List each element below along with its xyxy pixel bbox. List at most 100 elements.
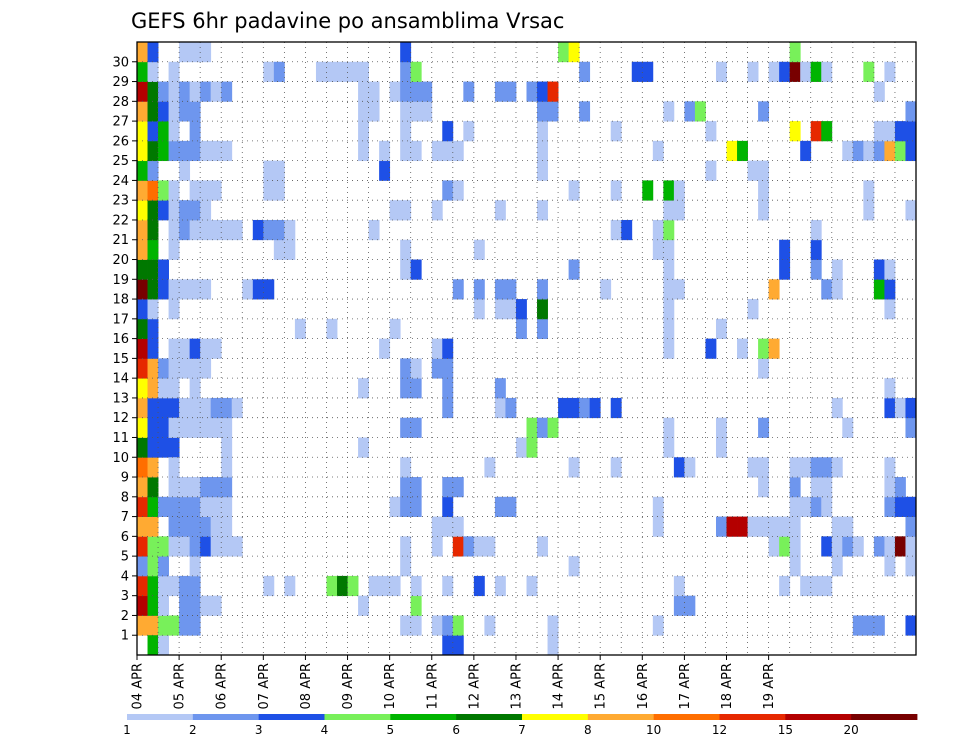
heatmap-cell	[831, 279, 843, 300]
heatmap-cell	[221, 536, 233, 557]
heatmap-cell	[821, 61, 833, 82]
heatmap-cell	[147, 595, 159, 616]
heatmap-cell	[368, 101, 380, 122]
heatmap-cell	[715, 437, 727, 458]
heatmap-cell	[137, 81, 148, 102]
heatmap-cell	[158, 101, 169, 122]
heatmap-cell	[147, 338, 159, 359]
heatmap-cell	[642, 180, 654, 201]
x-tick-label: 13 APR	[509, 663, 524, 709]
heatmap-cell	[147, 575, 159, 597]
heatmap-cell	[231, 536, 243, 557]
heatmap-cell	[905, 516, 917, 537]
heatmap-cell	[494, 279, 506, 300]
heatmap-cell	[337, 61, 348, 82]
heatmap-cell	[147, 417, 159, 438]
heatmap-cell	[400, 358, 412, 379]
heatmap-cell	[905, 536, 917, 557]
heatmap-cell	[326, 318, 338, 340]
heatmap-cell	[158, 635, 169, 656]
heatmap-cell	[442, 477, 454, 498]
y-tick-label: 28	[112, 95, 129, 110]
heatmap-cell	[537, 81, 548, 102]
heatmap-cell	[410, 259, 422, 280]
heatmap-cell	[579, 397, 591, 419]
heatmap-cell	[547, 81, 559, 102]
heatmap-cell	[179, 160, 191, 181]
heatmap-cell	[400, 259, 412, 280]
heatmap-cell	[589, 397, 601, 419]
heatmap-cell	[768, 61, 780, 82]
heatmap-cell	[358, 437, 369, 458]
heatmap-cell	[168, 516, 180, 537]
heatmap-cell	[537, 536, 548, 557]
x-tick-label: 17 APR	[678, 663, 693, 709]
heatmap-cell	[158, 595, 169, 616]
heatmap-cell	[705, 338, 717, 359]
heatmap-cell	[189, 556, 201, 577]
heatmap-cell	[189, 358, 201, 379]
heatmap-cell	[137, 259, 148, 280]
heatmap-cell	[358, 61, 369, 82]
x-tick-label: 11 APR	[425, 663, 440, 709]
heatmap-cell	[147, 615, 159, 636]
heatmap-cell	[284, 239, 296, 260]
heatmap-cell	[663, 239, 675, 260]
heatmap-cell	[431, 536, 443, 557]
heatmap-cell	[137, 160, 148, 181]
heatmap-cell	[158, 81, 169, 102]
heatmap-cell	[179, 140, 191, 162]
colorbar-tick-label: 3	[255, 723, 263, 737]
heatmap-cell	[810, 575, 822, 597]
heatmap-cell	[263, 180, 275, 201]
heatmap-cell	[189, 180, 201, 201]
heatmap-cell	[789, 477, 801, 498]
heatmap-cell	[579, 61, 591, 82]
heatmap-cell	[642, 61, 654, 82]
heatmap-cell	[537, 160, 548, 181]
heatmap-cell	[168, 101, 180, 122]
heatmap-cell	[168, 397, 180, 419]
heatmap-cell	[147, 219, 159, 241]
heatmap-cell	[379, 160, 391, 181]
heatmap-cell	[663, 259, 675, 280]
heatmap-cell	[189, 338, 201, 359]
y-tick-label: 27	[112, 115, 129, 130]
heatmap-cell	[189, 397, 201, 419]
heatmap-cell	[400, 42, 412, 63]
heatmap-cell	[168, 496, 180, 517]
heatmap-cell	[652, 239, 664, 260]
heatmap-cell	[158, 397, 169, 419]
heatmap-cell	[831, 457, 843, 478]
heatmap-cell	[631, 61, 643, 82]
y-tick-label: 23	[112, 194, 129, 209]
heatmap-cell	[189, 417, 201, 438]
heatmap-cell	[400, 101, 412, 122]
heatmap-cell	[400, 121, 412, 142]
heatmap-cell	[442, 121, 454, 142]
heatmap-cell	[189, 200, 201, 221]
y-tick-label: 20	[112, 253, 129, 268]
heatmap-cell	[884, 140, 896, 162]
x-tick-label: 19 APR	[762, 663, 777, 709]
heatmap-cell	[821, 457, 833, 478]
heatmap-cell	[884, 477, 896, 498]
heatmap-cell	[442, 496, 454, 517]
heatmap-cell	[652, 219, 664, 241]
heatmap-cell	[842, 516, 854, 537]
heatmap-cell	[663, 200, 675, 221]
heatmap-cell	[568, 457, 580, 478]
heatmap-cell	[137, 239, 148, 260]
heatmap-cell	[189, 81, 201, 102]
heatmap-cell	[694, 101, 706, 122]
heatmap-cell	[684, 595, 696, 616]
heatmap-cell	[273, 180, 285, 201]
heatmap-cell	[442, 140, 454, 162]
heatmap-cell	[137, 338, 148, 359]
y-tick-label: 30	[112, 55, 129, 70]
heatmap-cell	[147, 239, 159, 260]
heatmap-cell	[852, 140, 864, 162]
heatmap-cell	[715, 417, 727, 438]
heatmap-cell	[179, 42, 191, 63]
heatmap-cell	[779, 61, 791, 82]
